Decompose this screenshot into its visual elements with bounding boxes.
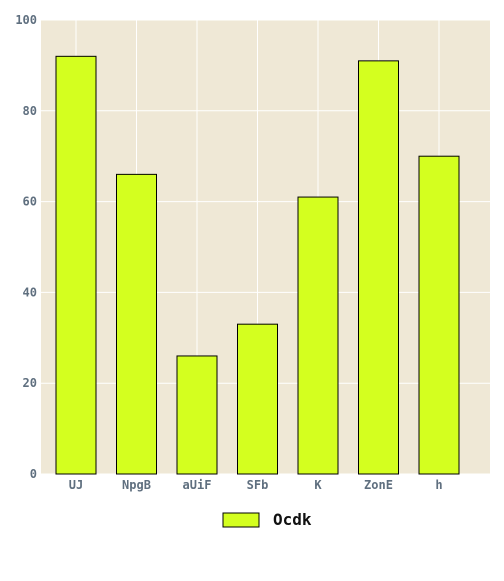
bar-K: [297, 196, 339, 475]
bars: [55, 55, 460, 475]
bar-ZonE: [358, 60, 399, 475]
bar-h: [418, 155, 460, 475]
legend-swatch: [222, 512, 260, 528]
y-tick-label-5: 100: [15, 13, 37, 27]
y-tick-label-3: 60: [23, 195, 37, 209]
x-tick-label-5: ZonE: [364, 478, 393, 492]
x-axis-ticks: UJ NpgB aUiF SFb K ZonE h: [69, 478, 443, 492]
legend: Ocdk: [222, 510, 312, 529]
bar-aUiF: [176, 355, 218, 475]
y-axis-ticks: 0 20 40 60 80 100: [15, 13, 37, 481]
y-tick-label-1: 20: [23, 376, 37, 390]
bar-UJ: [55, 55, 97, 475]
bar-SFb: [237, 323, 278, 475]
x-tick-label-4: K: [314, 478, 322, 492]
y-tick-label-0: 0: [30, 467, 37, 481]
x-tick-label-0: UJ: [69, 478, 83, 492]
bar-NpgB: [116, 173, 157, 475]
x-tick-label-6: h: [435, 478, 442, 492]
legend-label: Ocdk: [273, 510, 312, 529]
y-tick-label-2: 40: [23, 285, 37, 299]
x-tick-label-2: aUiF: [183, 478, 212, 492]
x-tick-label-3: SFb: [247, 478, 269, 492]
x-tick-label-1: NpgB: [122, 478, 151, 492]
y-tick-label-4: 80: [23, 104, 37, 118]
